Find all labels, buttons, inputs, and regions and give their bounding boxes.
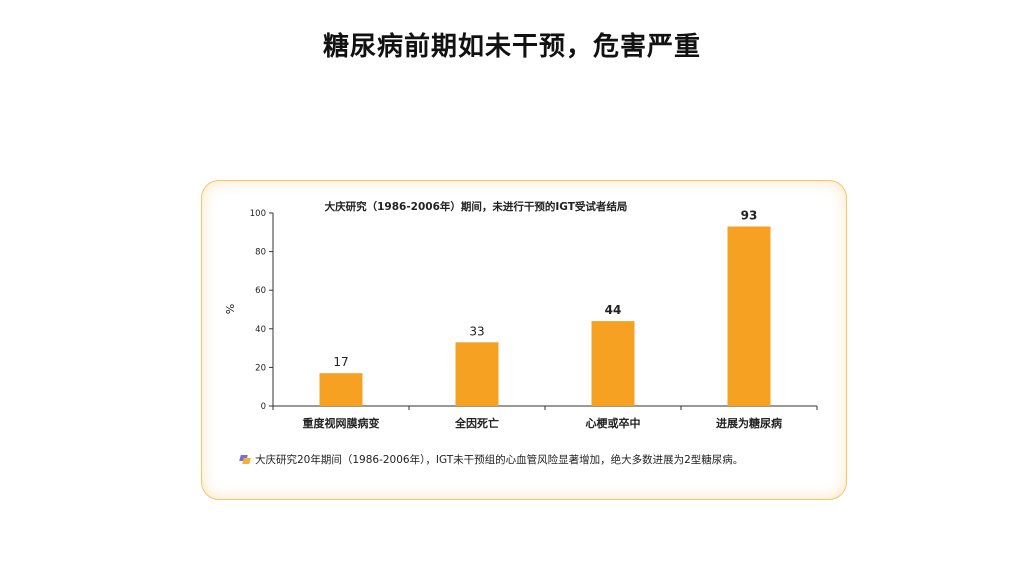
x-tick-label: 全因死亡: [454, 416, 499, 430]
y-tick-label: 60: [255, 286, 266, 296]
bar: [591, 321, 635, 406]
footnote-text: 大庆研究20年期间（1986-2006年），IGT未干预组的心血管风险显著增加，…: [255, 454, 744, 466]
page-title: 糖尿病前期如未干预，危害严重: [322, 32, 701, 62]
bars: 17 33 44 93: [319, 209, 771, 406]
y-tick-label: 0: [261, 402, 266, 412]
bar-value-label: 93: [741, 209, 758, 223]
bar: [319, 373, 363, 406]
x-tick-label: 重度视网膜病变: [303, 416, 380, 430]
chart-title: 大庆研究（1986-2006年）期间，未进行干预的IGT受试者结局: [325, 200, 628, 213]
x-tick-label: 心梗或卒中: [586, 416, 641, 430]
bullet-square-icon: [239, 454, 251, 465]
bar-value-label: 44: [605, 303, 622, 317]
bar: [455, 342, 499, 406]
footnote: 大庆研究20年期间（1986-2006年），IGT未干预组的心血管风险显著增加，…: [239, 452, 744, 467]
y-tick-label: 80: [255, 248, 266, 258]
y-tick-label: 40: [255, 325, 266, 335]
bar-value-label: 33: [469, 324, 484, 338]
y-axis-label: %: [224, 304, 237, 314]
y-tick-label: 100: [250, 209, 266, 219]
bar-value-label: 17: [333, 355, 348, 369]
x-tick-label: 进展为糖尿病: [716, 416, 782, 430]
axes: 0 20 40 60 80 100 重度视网膜病变 全因死亡 心梗或卒中 进展为糖尿病: [250, 209, 818, 430]
y-tick-label: 20: [255, 363, 266, 373]
bar: [727, 226, 771, 406]
